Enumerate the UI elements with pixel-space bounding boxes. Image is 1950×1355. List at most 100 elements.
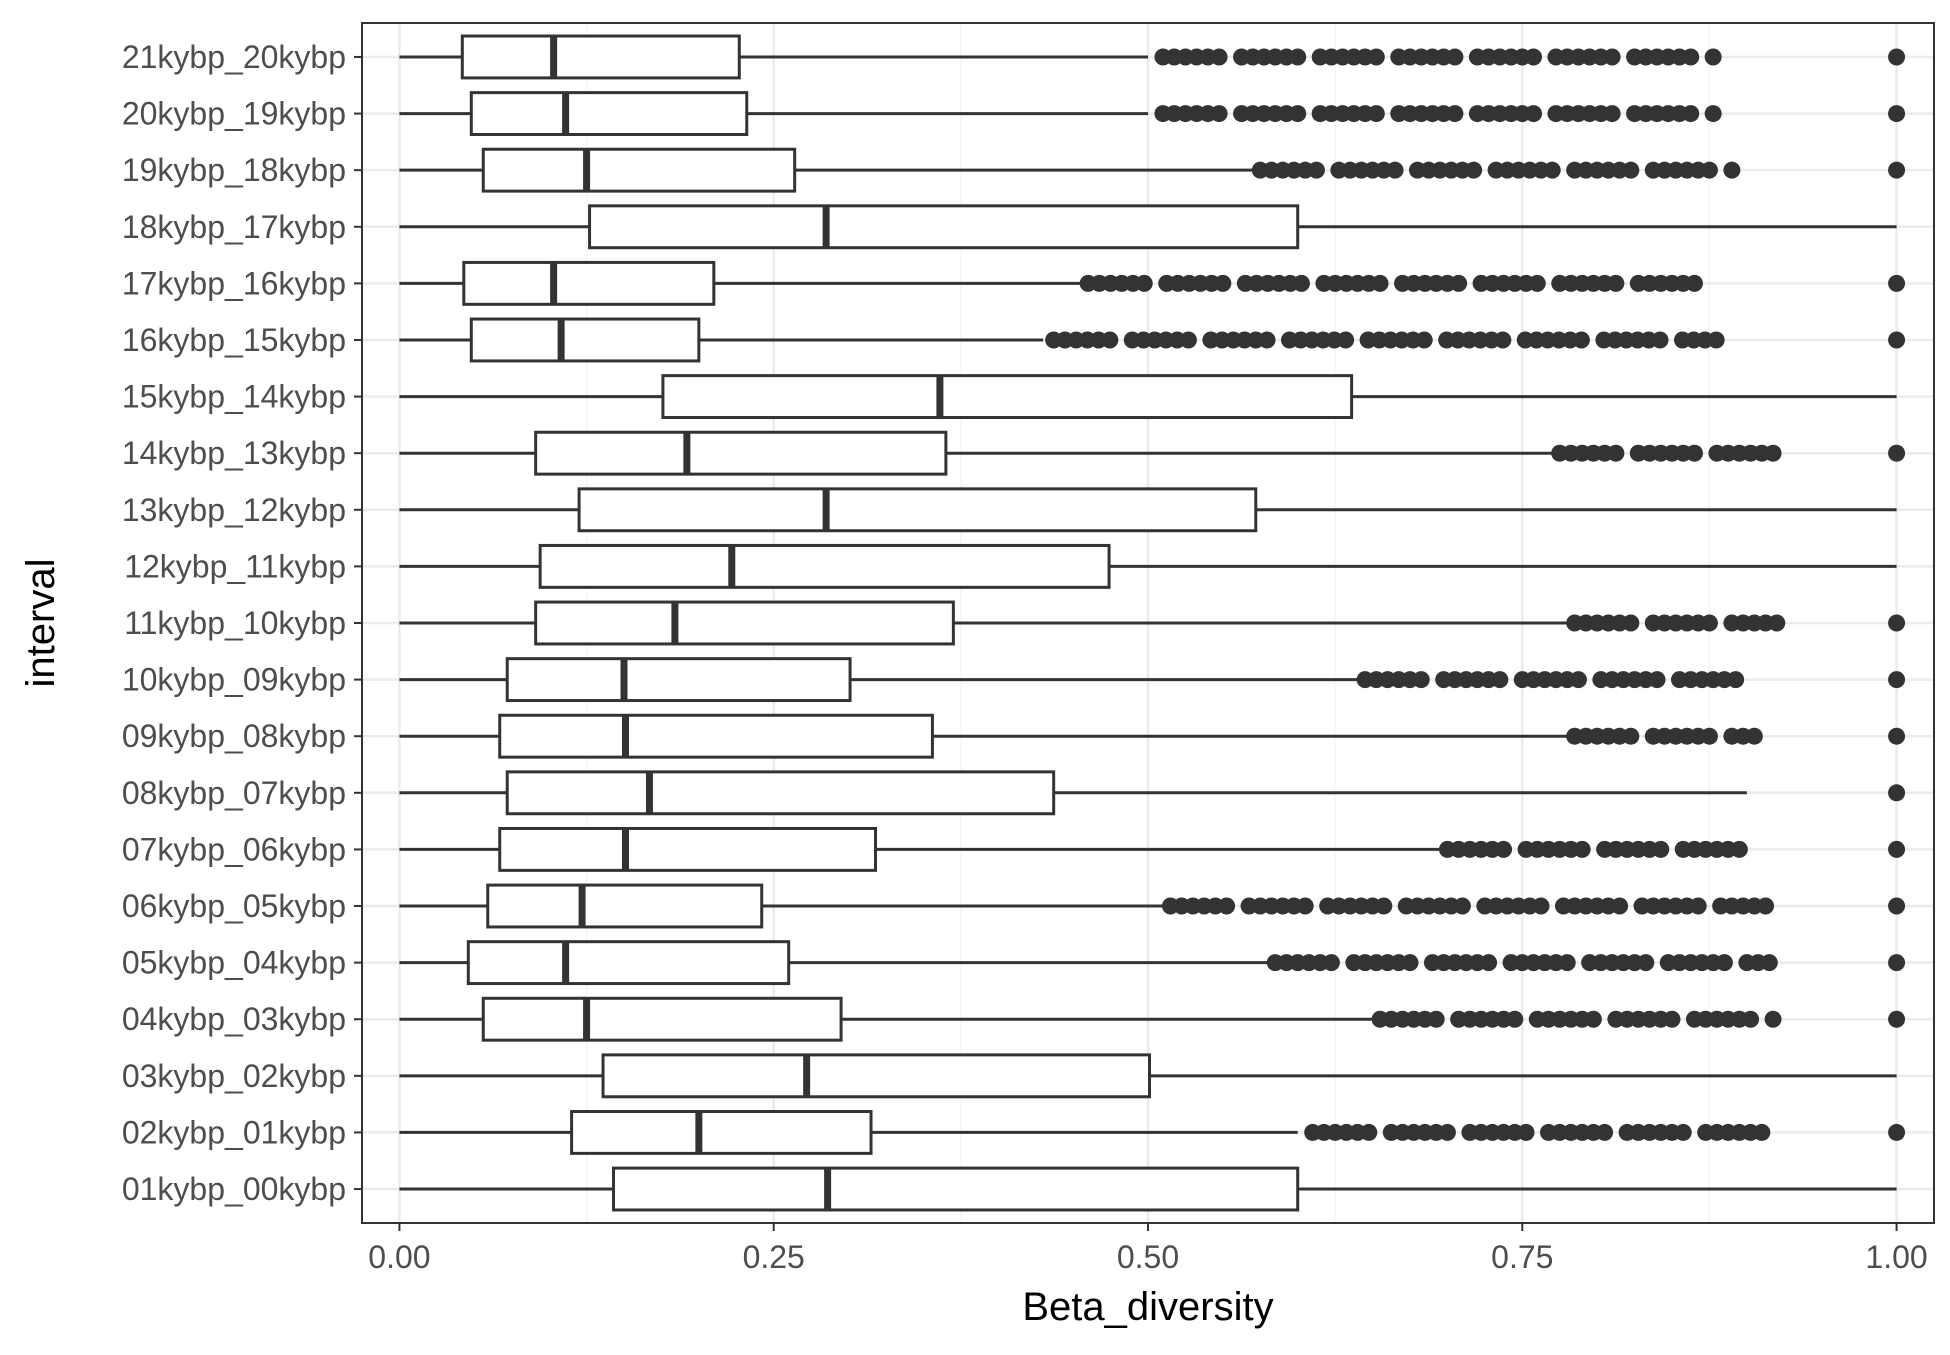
outlier-point xyxy=(1506,1010,1524,1028)
x-tick-label: 0.25 xyxy=(743,1239,805,1275)
outlier-point xyxy=(1375,897,1393,915)
outlier-point xyxy=(1307,161,1325,179)
box-layer xyxy=(399,34,1906,1212)
outlier-point xyxy=(1214,274,1232,292)
outlier-point xyxy=(1888,614,1906,632)
outlier-point xyxy=(1611,897,1629,915)
outlier-point xyxy=(1707,331,1725,349)
outlier-point xyxy=(1888,444,1906,462)
y-tick-label: 17kybp_16kybp xyxy=(122,265,346,301)
iqr-box xyxy=(469,317,701,363)
outlier-point xyxy=(1179,331,1197,349)
y-tick-label: 19kybp_18kybp xyxy=(122,152,346,188)
outlier-point xyxy=(1572,331,1590,349)
outlier-point xyxy=(1764,1010,1782,1028)
y-tick-label: 11kybp_10kybp xyxy=(124,605,346,641)
outlier-point xyxy=(1700,727,1718,745)
outlier-point xyxy=(1682,105,1700,123)
iqr-box xyxy=(469,91,749,137)
outlier-point xyxy=(1682,48,1700,66)
x-axis-title: Beta_diversity xyxy=(1022,1285,1273,1329)
outlier-point xyxy=(1401,954,1419,972)
outlier-point xyxy=(1730,840,1748,858)
box-14kybp_13kybp xyxy=(399,430,1906,476)
outlier-point xyxy=(1745,727,1763,745)
box-03kybp_02kybp xyxy=(399,1053,1897,1099)
y-tick-label: 18kybp_17kybp xyxy=(122,209,346,245)
outlier-point xyxy=(1371,274,1389,292)
outlier-point xyxy=(1764,444,1782,462)
outlier-point xyxy=(1723,161,1741,179)
iqr-box xyxy=(534,430,948,476)
outlier-point xyxy=(1757,897,1775,915)
outlier-point xyxy=(1607,444,1625,462)
box-07kybp_06kybp xyxy=(399,826,1906,872)
box-17kybp_16kybp xyxy=(399,260,1906,306)
iqr-box xyxy=(462,260,716,306)
box-12kybp_11kybp xyxy=(399,543,1897,589)
outlier-point xyxy=(1685,274,1703,292)
outlier-point xyxy=(1101,331,1119,349)
y-tick-label: 20kybp_19kybp xyxy=(122,96,346,132)
iqr-box xyxy=(570,1109,873,1155)
y-tick-label: 13kybp_12kybp xyxy=(122,492,346,528)
outlier-point xyxy=(1415,331,1433,349)
outlier-point xyxy=(1427,1010,1445,1028)
outlier-point xyxy=(1525,48,1543,66)
y-tick-label: 16kybp_15kybp xyxy=(122,322,346,358)
outlier-point xyxy=(1558,954,1576,972)
outlier-point xyxy=(1622,727,1640,745)
box-20kybp_19kybp xyxy=(399,91,1906,137)
outlier-point xyxy=(1888,671,1906,689)
outlier-point xyxy=(1494,331,1512,349)
outlier-point xyxy=(1525,105,1543,123)
outlier-point xyxy=(1603,48,1621,66)
outlier-point xyxy=(1637,954,1655,972)
y-axis: 21kybp_20kybp 20kybp_19kybp 19kybp_18kybp 1… xyxy=(122,39,362,1207)
outlier-point xyxy=(1491,671,1509,689)
outlier-point xyxy=(1888,1123,1906,1141)
outlier-point xyxy=(1412,671,1430,689)
outlier-point xyxy=(1596,1123,1614,1141)
x-tick-label: 0.50 xyxy=(1117,1239,1179,1275)
box-06kybp_05kybp xyxy=(399,883,1906,929)
outlier-point xyxy=(1700,614,1718,632)
box-16kybp_15kybp xyxy=(399,317,1906,363)
outlier-point xyxy=(1367,105,1385,123)
outlier-point xyxy=(1689,897,1707,915)
outlier-point xyxy=(1465,161,1483,179)
outlier-point xyxy=(1517,1123,1535,1141)
y-tick-label: 15kybp_14kybp xyxy=(122,379,346,415)
iqr-box xyxy=(460,34,741,80)
iqr-box xyxy=(498,826,878,872)
outlier-point xyxy=(1888,897,1906,915)
iqr-box xyxy=(498,713,934,759)
outlier-point xyxy=(1742,1010,1760,1028)
outlier-point xyxy=(1674,1123,1692,1141)
y-tick-label: 04kybp_03kybp xyxy=(122,1001,346,1037)
outlier-point xyxy=(1569,671,1587,689)
y-tick-label: 06kybp_05kybp xyxy=(122,888,346,924)
box-04kybp_03kybp xyxy=(399,996,1906,1042)
y-tick-label: 21kybp_20kybp xyxy=(122,39,346,75)
outlier-point xyxy=(1663,1010,1681,1028)
box-10kybp_09kybp xyxy=(399,657,1906,703)
box-15kybp_14kybp xyxy=(399,374,1897,420)
outlier-point xyxy=(1685,444,1703,462)
y-tick-label: 02kybp_01kybp xyxy=(122,1114,346,1150)
outlier-point xyxy=(1888,784,1906,802)
outlier-point xyxy=(1888,274,1906,292)
outlier-point xyxy=(1135,274,1153,292)
outlier-point xyxy=(1584,1010,1602,1028)
y-tick-label: 14kybp_13kybp xyxy=(122,435,346,471)
iqr-box xyxy=(661,374,1354,420)
outlier-point xyxy=(1888,161,1906,179)
outlier-point xyxy=(1322,954,1340,972)
outlier-point xyxy=(1296,897,1314,915)
outlier-point xyxy=(1768,614,1786,632)
outlier-point xyxy=(1603,105,1621,123)
outlier-point xyxy=(1495,840,1513,858)
iqr-box xyxy=(486,883,764,929)
outlier-point xyxy=(1888,331,1906,349)
